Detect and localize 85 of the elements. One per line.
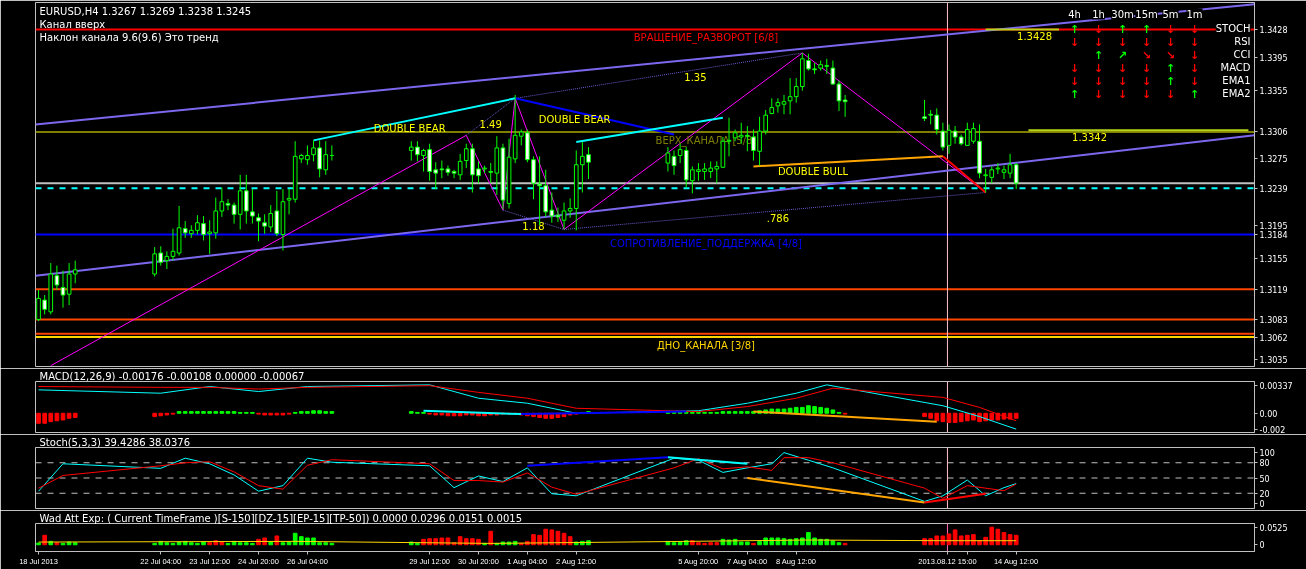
chart-title: EURUSD,H4 1.3267 1.3269 1.3238 1.3245 [39, 5, 252, 17]
y-tick-label: 50 [1259, 474, 1270, 484]
text: ↓ [1117, 35, 1128, 49]
annotation: .786 [766, 212, 790, 224]
y-tick-label: 0 [1259, 499, 1265, 509]
text: ↓ [1189, 61, 1200, 75]
y-tick-label: 1.3195 [1259, 221, 1288, 231]
y-tick-label: 1.3035 [1259, 356, 1288, 366]
annotation: 1.35 [684, 71, 707, 83]
category-label: 4h [1068, 8, 1081, 20]
y-tick-label: 1.3275 [1259, 154, 1288, 164]
text: ↓ [1189, 74, 1200, 88]
annotation: 1.18 [522, 221, 545, 233]
text: ↓ [1117, 87, 1128, 101]
text: ↓ [1165, 35, 1176, 49]
y-tick-label: 1.3119 [1259, 285, 1288, 295]
text: ↓ [1141, 35, 1152, 49]
text: ↓ [1069, 35, 1080, 49]
text: ↑ [1117, 22, 1128, 36]
text: ↓ [1189, 35, 1200, 49]
y-tick-label: 1.3428 [1259, 25, 1288, 35]
y-tick-label: 1.3062 [1259, 333, 1288, 343]
text: ↓ [1141, 74, 1152, 88]
y-tick-label: 20 [1259, 489, 1270, 499]
ref-line-label: СОПРОТИВЛЕНИЕ_ПОДДЕРЖКА [4/8] [609, 237, 803, 250]
annotation: 1.3342 [1072, 132, 1108, 144]
category-label: EMA2 [1222, 87, 1251, 99]
text: ↑ [1189, 87, 1200, 101]
text: ↓ [1141, 87, 1152, 101]
y-tick-label: 1.3395 [1259, 53, 1288, 63]
y-tick-label: 100 [1259, 449, 1275, 459]
annotation: 1.3428 [1017, 31, 1053, 43]
category-label: CCI [1233, 48, 1251, 60]
chart-title: Wad Att Exp: ( Current TimeFrame )[S-150][DZ-15][EP-15][TP-50]) 0.0000 0.0296 0.0151 0.0015 [39, 512, 522, 524]
category-label: EMA1 [1222, 74, 1251, 86]
text: ↓ [1117, 74, 1128, 88]
y-tick-label: 0.00337 [1259, 381, 1293, 391]
text: ↓ [1141, 61, 1152, 75]
y-tick-label: -0.002 [1259, 426, 1286, 436]
text: ↑ [1069, 22, 1080, 36]
text: ↑ [1165, 61, 1176, 75]
y-tick-label: 0 [1259, 541, 1265, 551]
text: ↓ [1093, 74, 1104, 88]
chart-title: Stoch(5,3,3) 39.4286 38.0376 [39, 436, 191, 448]
annotation: Наклон канала 9.6(9.6) Это тренд [39, 31, 219, 43]
text: ↓ [1069, 61, 1080, 75]
text: ↘ [1141, 48, 1152, 62]
category-label: 15m [1135, 8, 1158, 20]
annotation: DOUBLE BULL [777, 166, 849, 178]
text: ↓ [1093, 61, 1104, 75]
text: ↘ [1165, 48, 1176, 62]
y-tick-label: 80 [1259, 459, 1270, 469]
y-tick-label: 0.00 [1259, 409, 1278, 419]
annotation: Канал вверх [39, 18, 106, 30]
text: ↑ [1141, 22, 1152, 36]
text: ↓ [1093, 35, 1104, 49]
category-label: RSI [1234, 35, 1251, 47]
category-label: 1m [1186, 8, 1203, 20]
category-label: 1h [1092, 8, 1105, 20]
text: ↓ [1189, 48, 1200, 62]
y-tick-label: 1.3155 [1259, 255, 1288, 265]
annotation: DOUBLE BEAR [373, 123, 446, 135]
text: ↓ [1069, 74, 1080, 88]
text: ↓ [1093, 87, 1104, 101]
annotation: 1.49 [479, 118, 502, 130]
text: ↑ [1093, 48, 1104, 62]
y-tick-label: 1.3083 [1259, 315, 1288, 325]
y-tick-label: 1.3306 [1259, 128, 1288, 138]
y-tick-label: 1.3239 [1259, 184, 1288, 194]
text: ↓ [1117, 61, 1128, 75]
y-tick-label: 0.0525 [1259, 523, 1288, 533]
category-label: 5m [1162, 8, 1179, 20]
text: ↑ [1069, 87, 1080, 101]
y-tick-label: 1.3355 [1259, 87, 1288, 97]
annotation: DOUBLE BEAR [538, 113, 611, 125]
y-tick-label: 1.3184 [1259, 231, 1288, 241]
ref-line-label: ВРАЩЕНИЕ_РАЗВОРОТ [6/8] [633, 32, 779, 45]
chart-title: MACD(12,26,9) -0.00176 -0.00108 0.00000 -0.00067 [39, 370, 305, 382]
ref-line-label: ДНО_КАНАЛА [3/8] [656, 340, 756, 353]
category-label: 30m [1111, 8, 1134, 20]
category-label: STOCH [1215, 22, 1251, 34]
category-label: MACD [1220, 61, 1251, 73]
text: ↓ [1165, 87, 1176, 101]
text: ↗ [1117, 48, 1128, 62]
text: ↑ [1165, 74, 1176, 88]
